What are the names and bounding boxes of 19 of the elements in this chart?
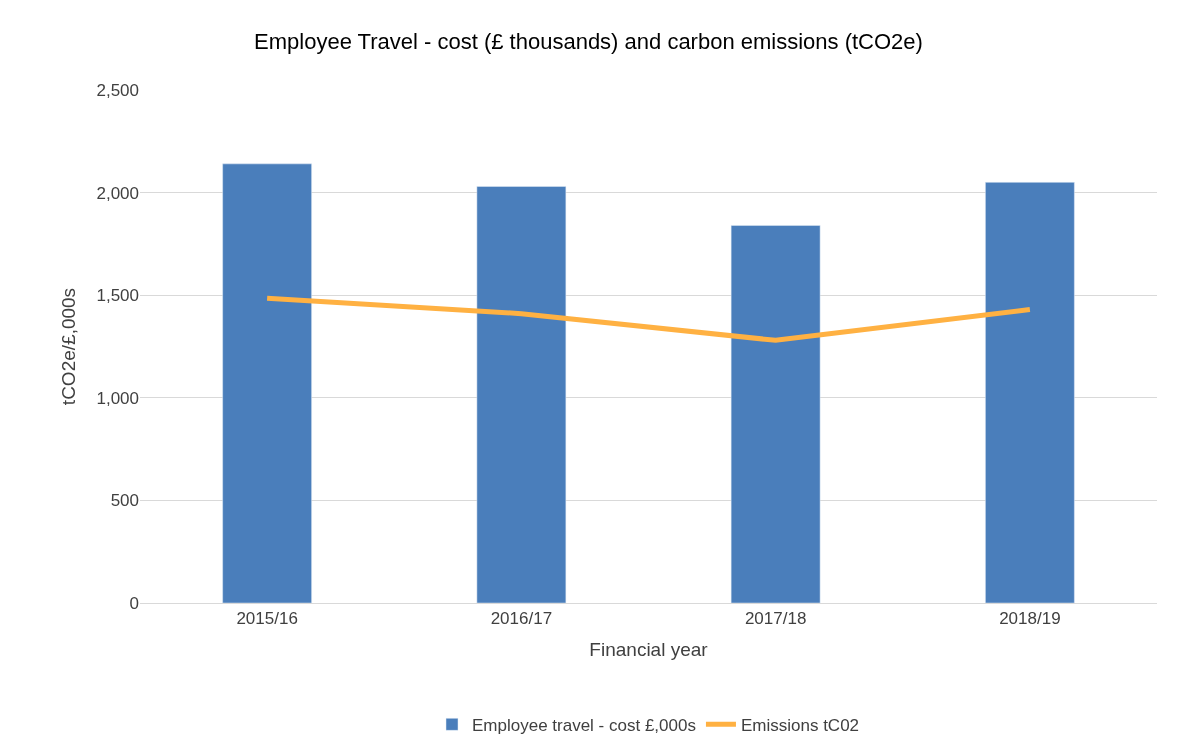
y-tick-label: 500	[110, 491, 139, 511]
y-axis-title: tCO2e/£,000s	[58, 287, 80, 406]
x-axis-title: Financial year	[589, 639, 709, 661]
y-tick-label: 1,000	[96, 388, 139, 408]
y-tick-label: 2,500	[96, 80, 139, 100]
x-tick-label: 2015/16	[236, 609, 298, 629]
y-tick-label: 0	[129, 593, 139, 613]
legend-label: Employee travel - cost £,000s	[472, 715, 696, 735]
y-tick-label: 2,000	[96, 183, 139, 203]
bar	[476, 186, 567, 603]
y-tick-label: 1,500	[96, 286, 139, 306]
chart-title: Employee Travel - cost (£ thousands) and carbon emissions (tCO2e)	[254, 29, 923, 55]
bar	[730, 225, 821, 603]
bar	[222, 163, 312, 603]
x-tick-label: 2016/17	[490, 609, 553, 629]
x-tick-label: 2017/18	[744, 609, 807, 629]
x-tick-label: 2018/19	[999, 609, 1061, 629]
bar	[985, 182, 1075, 603]
legend-label: Emissions tC02	[740, 715, 860, 735]
